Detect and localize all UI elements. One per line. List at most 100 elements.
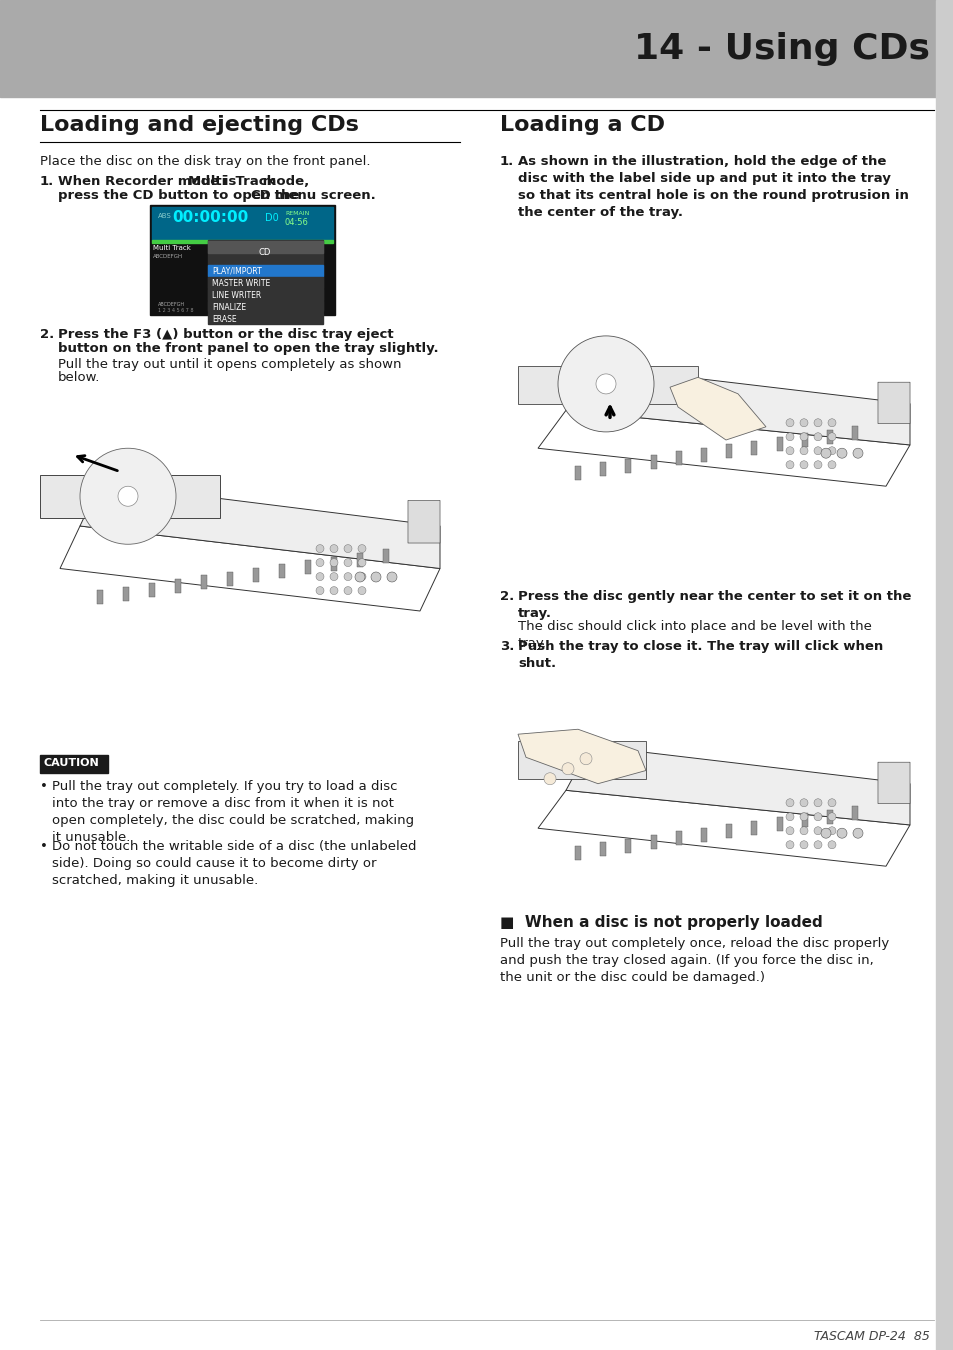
- Text: Pull the tray out completely once, reload the disc properly
and push the tray cl: Pull the tray out completely once, reloa…: [499, 937, 888, 984]
- Circle shape: [827, 418, 835, 427]
- Bar: [776, 437, 781, 451]
- Circle shape: [800, 799, 807, 807]
- Bar: [331, 556, 336, 571]
- Text: 1.: 1.: [499, 155, 514, 167]
- Polygon shape: [565, 745, 909, 825]
- Text: button on the front panel to open the tray slightly.: button on the front panel to open the tr…: [58, 342, 438, 355]
- Bar: [751, 440, 757, 455]
- Circle shape: [813, 447, 821, 455]
- Circle shape: [785, 799, 793, 807]
- Text: CAUTION: CAUTION: [44, 757, 100, 768]
- Polygon shape: [60, 526, 439, 612]
- Text: ABCDEFGH: ABCDEFGH: [152, 254, 183, 259]
- Circle shape: [785, 447, 793, 455]
- Bar: [208, 277, 323, 288]
- Bar: [751, 821, 757, 834]
- Circle shape: [543, 772, 556, 784]
- Bar: [201, 575, 207, 590]
- Text: REMAIN: REMAIN: [285, 211, 309, 216]
- Circle shape: [330, 559, 337, 567]
- Text: FINALIZE: FINALIZE: [212, 302, 246, 312]
- Bar: [152, 240, 333, 243]
- Circle shape: [827, 433, 835, 440]
- Bar: [625, 838, 631, 853]
- Circle shape: [785, 460, 793, 468]
- Text: Press the disc gently near the center to set it on the
tray.: Press the disc gently near the center to…: [517, 590, 910, 620]
- Circle shape: [813, 826, 821, 834]
- Bar: [150, 205, 335, 315]
- FancyBboxPatch shape: [877, 382, 909, 424]
- Bar: [305, 560, 311, 575]
- Circle shape: [596, 374, 616, 394]
- Bar: [851, 806, 858, 819]
- Text: •: •: [40, 840, 48, 853]
- Text: PLAY/IMPORT: PLAY/IMPORT: [212, 267, 261, 275]
- Text: press the CD button to open the: press the CD button to open the: [58, 189, 304, 202]
- Text: Pull the tray out completely. If you try to load a disc
into the tray or remove : Pull the tray out completely. If you try…: [52, 780, 414, 844]
- Polygon shape: [537, 790, 909, 867]
- Bar: [776, 817, 781, 832]
- Circle shape: [357, 572, 366, 580]
- Text: 04:56: 04:56: [285, 217, 309, 227]
- Bar: [725, 444, 732, 458]
- Circle shape: [852, 448, 862, 458]
- Circle shape: [344, 587, 352, 594]
- Text: mode,: mode,: [257, 176, 309, 188]
- Bar: [700, 448, 706, 462]
- Polygon shape: [565, 366, 909, 446]
- Circle shape: [355, 572, 365, 582]
- Circle shape: [800, 813, 807, 821]
- Text: The disc should click into place and be level with the
tray.: The disc should click into place and be …: [517, 620, 871, 649]
- Circle shape: [813, 460, 821, 468]
- Bar: [801, 433, 807, 447]
- Circle shape: [344, 559, 352, 567]
- Circle shape: [315, 559, 324, 567]
- Text: CD: CD: [250, 189, 271, 202]
- Text: Loading a CD: Loading a CD: [499, 115, 664, 135]
- Text: Multi Track: Multi Track: [152, 244, 191, 251]
- Bar: [208, 313, 323, 324]
- Circle shape: [80, 448, 175, 544]
- Text: TASCAM DP-24  85: TASCAM DP-24 85: [813, 1330, 929, 1343]
- Circle shape: [827, 813, 835, 821]
- Text: D0: D0: [265, 213, 278, 223]
- Circle shape: [836, 448, 846, 458]
- Circle shape: [813, 418, 821, 427]
- Bar: [227, 571, 233, 586]
- Text: Multi  Track: Multi Track: [188, 176, 275, 188]
- Bar: [208, 265, 323, 275]
- Bar: [599, 842, 605, 856]
- Bar: [40, 755, 108, 774]
- Bar: [700, 828, 706, 842]
- Bar: [97, 590, 103, 605]
- Bar: [826, 429, 832, 444]
- Bar: [382, 549, 389, 563]
- Text: Do not touch the writable side of a disc (the unlabeled
side). Doing so could ca: Do not touch the writable side of a disc…: [52, 840, 416, 887]
- Circle shape: [852, 828, 862, 838]
- Text: 1.: 1.: [40, 176, 54, 188]
- Text: ABCDEFGH: ABCDEFGH: [158, 302, 185, 306]
- Circle shape: [785, 841, 793, 849]
- Circle shape: [785, 826, 793, 834]
- Bar: [152, 297, 333, 313]
- Circle shape: [800, 841, 807, 849]
- Text: When Recorder mode is: When Recorder mode is: [58, 176, 241, 188]
- Bar: [174, 579, 181, 593]
- Circle shape: [330, 572, 337, 580]
- Circle shape: [387, 572, 396, 582]
- Circle shape: [579, 753, 592, 764]
- Bar: [208, 240, 323, 310]
- Bar: [650, 455, 656, 468]
- Text: 2.: 2.: [499, 590, 514, 603]
- Polygon shape: [669, 377, 765, 440]
- Circle shape: [357, 544, 366, 552]
- Circle shape: [785, 813, 793, 821]
- Bar: [152, 207, 333, 240]
- Polygon shape: [517, 741, 645, 779]
- Bar: [356, 554, 363, 567]
- Text: 1 2 3 4 5 6 7 8: 1 2 3 4 5 6 7 8: [158, 308, 193, 313]
- Bar: [935, 0, 953, 1350]
- Bar: [208, 301, 323, 312]
- Bar: [725, 825, 732, 838]
- Text: CD: CD: [258, 248, 271, 256]
